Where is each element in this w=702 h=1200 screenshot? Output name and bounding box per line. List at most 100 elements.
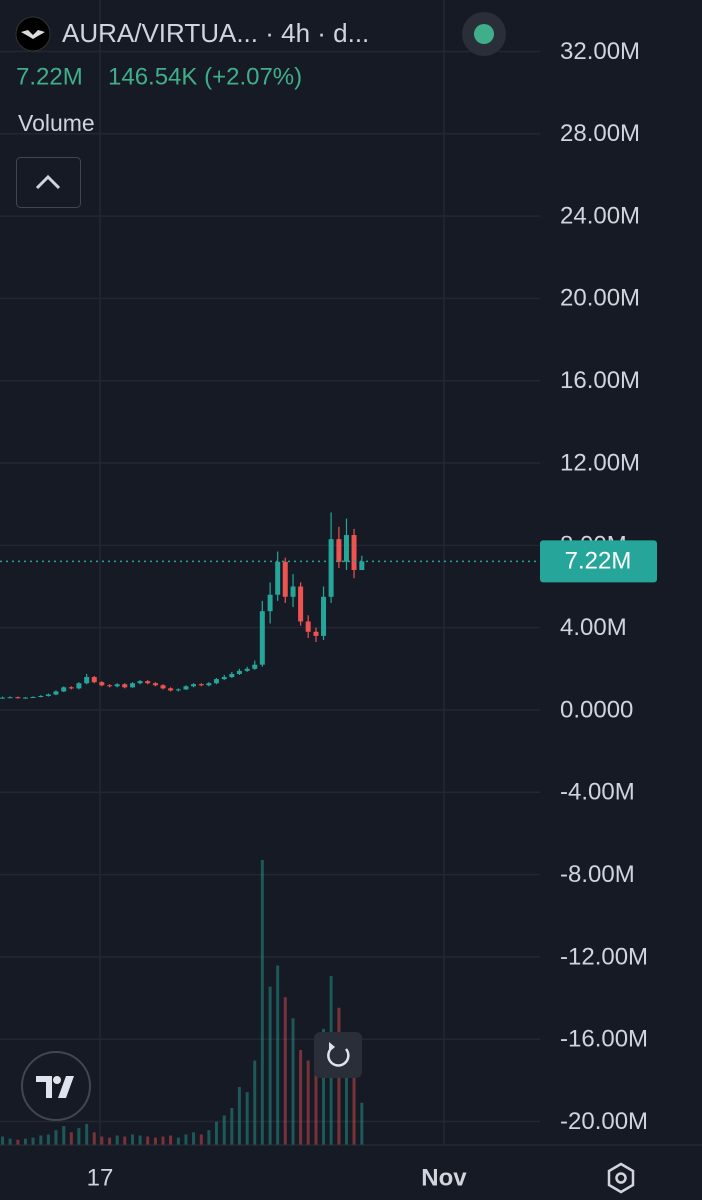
candle-body — [321, 596, 327, 636]
chevron-up — [35, 174, 61, 190]
volume-bar — [31, 1137, 35, 1145]
candle-body — [68, 687, 74, 689]
volume-bar — [360, 1102, 364, 1145]
logo-glyph — [36, 1076, 74, 1098]
volume-bar — [314, 1071, 318, 1145]
time-axis: 17 Nov — [87, 1164, 468, 1191]
candle-body — [267, 594, 273, 612]
candle-body — [259, 611, 265, 665]
volume-bar — [176, 1137, 180, 1145]
y-tick-label: -4.00M — [560, 779, 635, 806]
last-price: 7.22M — [16, 63, 83, 90]
y-tick-label: 0.0000 — [560, 696, 633, 723]
candle-body — [137, 681, 143, 684]
candle-body — [45, 694, 51, 696]
volume-bar — [23, 1138, 27, 1145]
candle-body — [175, 689, 181, 691]
reset-button[interactable] — [314, 1032, 362, 1078]
y-tick-label: 20.00M — [560, 285, 640, 312]
y-tick-label: 24.00M — [560, 202, 640, 229]
settings-icon[interactable] — [607, 1162, 635, 1194]
candle-body — [53, 691, 59, 695]
candle-body — [252, 664, 258, 669]
volume-bar — [115, 1135, 119, 1145]
candle-body — [298, 586, 304, 622]
logo-mark — [21, 30, 45, 39]
volume-bar — [207, 1130, 211, 1145]
volume-bar — [54, 1130, 58, 1145]
candle-body — [282, 561, 288, 597]
candle-body — [152, 683, 158, 686]
candle-body — [130, 683, 136, 688]
y-tick-label: -8.00M — [560, 861, 635, 888]
volume-bar — [268, 986, 272, 1145]
candles — [0, 512, 540, 699]
candle-body — [76, 683, 82, 689]
volume-bar — [138, 1135, 142, 1145]
candle-body — [198, 684, 204, 686]
volume-bar — [46, 1134, 50, 1145]
volume-bar — [299, 1050, 303, 1145]
volume-bar — [184, 1134, 188, 1145]
candle-body — [91, 677, 97, 683]
volume-bar — [322, 1028, 326, 1145]
volume-bar — [16, 1139, 20, 1145]
x-tick-label: Nov — [421, 1164, 467, 1191]
x-tick-label: 17 — [87, 1164, 114, 1191]
volume-bar — [260, 860, 264, 1145]
y-tick-label: 28.00M — [560, 120, 640, 147]
volume-bar — [123, 1136, 127, 1145]
volume-bar — [8, 1138, 12, 1145]
volume-bar — [85, 1123, 89, 1145]
candle-body — [359, 561, 365, 571]
volume-bar — [253, 1060, 257, 1145]
price-axis: 32.00M28.00M24.00M20.00M16.00M12.00M8.00… — [540, 38, 657, 1135]
volume-bar — [39, 1135, 43, 1145]
candle-body — [160, 685, 166, 689]
candle-body — [145, 681, 151, 684]
candle-body — [313, 631, 319, 636]
volume-bar — [108, 1137, 112, 1145]
tradingview-logo[interactable] — [21, 1051, 91, 1121]
candle-body — [206, 683, 212, 686]
candle-body — [30, 697, 36, 699]
collapse-button[interactable] — [16, 157, 81, 208]
y-tick-label: 16.00M — [560, 367, 640, 394]
volume-bar — [352, 1050, 356, 1145]
volume-bar — [131, 1134, 135, 1145]
candle-body — [107, 685, 113, 687]
candle-body — [351, 535, 357, 571]
candle-body — [221, 677, 227, 680]
y-tick-label: 32.00M — [560, 38, 640, 65]
volume-title: Volume — [18, 110, 95, 136]
volume-bar — [92, 1132, 96, 1145]
candle-body — [114, 684, 120, 687]
volume-bar — [69, 1132, 73, 1145]
candle-body — [336, 539, 342, 562]
volume-bar — [306, 1060, 310, 1145]
volume-bar — [214, 1121, 218, 1145]
volume-bar — [161, 1136, 165, 1145]
candle-body — [236, 670, 242, 674]
symbol-title[interactable]: AURA/VIRTUA... · 4h · d... — [62, 18, 369, 48]
last-price-tag — [540, 540, 657, 583]
volume-bar — [146, 1136, 150, 1145]
candle-body — [305, 621, 311, 632]
settings-center — [615, 1172, 627, 1184]
volume-bar — [283, 997, 287, 1145]
symbol-logo[interactable] — [15, 16, 51, 52]
candle-body — [0, 697, 6, 699]
grid — [0, 0, 540, 1145]
candle-body — [99, 682, 105, 686]
volume-bar — [237, 1086, 241, 1145]
reset-arrow — [329, 1042, 335, 1052]
candle-body — [191, 684, 197, 687]
last-price-tag-label: 7.22M — [565, 548, 632, 575]
volume-bar — [169, 1135, 173, 1145]
candle-body — [122, 684, 128, 688]
candle-body — [328, 539, 334, 597]
logo-dot — [53, 1076, 61, 1084]
volume-bar — [199, 1134, 203, 1145]
